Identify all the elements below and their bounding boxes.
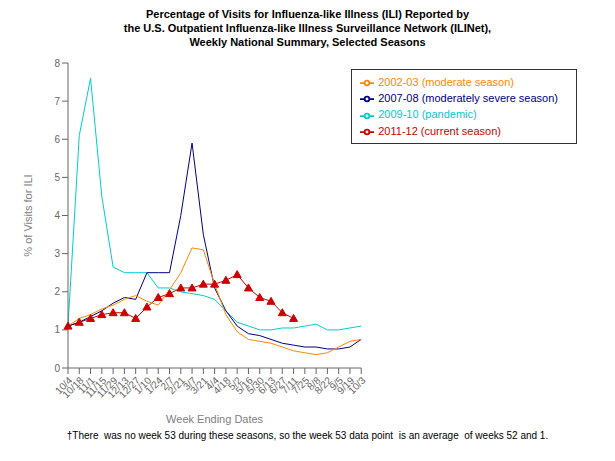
- svg-text:12/27: 12/27: [116, 374, 143, 401]
- html-text:Percentage of Visits for Influ: Percentage of Visits for Influenza-like …: [123, 8, 492, 48]
- svg-text:6/27: 6/27: [267, 374, 289, 397]
- html-text:2009-10 (pandemic): 2009-10 (pandemic): [378, 108, 477, 121]
- svg-text:% of Visits for ILI: % of Visits for ILI: [22, 175, 34, 257]
- svg-text:5/16: 5/16: [233, 374, 255, 397]
- svg-text:8/8: 8/8: [304, 374, 323, 393]
- svg-text:5/30: 5/30: [244, 374, 267, 397]
- svg-text:8: 8: [54, 58, 60, 69]
- svg-text:9/19: 9/19: [334, 374, 357, 397]
- svg-text:10/18: 10/18: [60, 374, 86, 401]
- svg-text:1/10: 1/10: [131, 374, 154, 397]
- svg-text:11/29: 11/29: [94, 374, 120, 400]
- svg-text:10/3: 10/3: [346, 375, 368, 397]
- svg-text:1/24: 1/24: [143, 374, 165, 397]
- svg-text:2/21: 2/21: [165, 374, 188, 397]
- svg-text:3: 3: [54, 248, 60, 259]
- svg-text:2: 2: [54, 287, 60, 298]
- svg-text:11/15: 11/15: [83, 374, 109, 400]
- svg-text:3/21: 3/21: [188, 374, 210, 397]
- svg-text:7/11: 7/11: [279, 374, 300, 396]
- svg-text:4/18: 4/18: [210, 374, 233, 397]
- html-text:2011-12 (current season): 2011-12 (current season): [378, 124, 501, 137]
- svg-text:5/2: 5/2: [226, 374, 244, 393]
- svg-text:Week Ending Dates: Week Ending Dates: [166, 413, 264, 425]
- svg-text:6/13: 6/13: [255, 374, 278, 397]
- html-text:2002-03 (moderate season): 2002-03 (moderate season): [378, 76, 514, 89]
- svg-text:4/4: 4/4: [203, 374, 222, 393]
- html-text:†There was no week 53 during t: †There was no week 53 during these seaso…: [66, 430, 549, 442]
- html-text:2007-08 (moderately severe sea: 2007-08 (moderately severe season): [378, 92, 558, 105]
- svg-text:5: 5: [54, 172, 60, 183]
- svg-text:12/13: 12/13: [105, 374, 131, 401]
- svg-text:2/7: 2/7: [158, 374, 176, 393]
- svg-text:11/1: 11/1: [76, 374, 97, 396]
- svg-text:3/7: 3/7: [180, 374, 199, 393]
- svg-text:0: 0: [54, 363, 60, 374]
- svg-text:8/22: 8/22: [312, 374, 334, 397]
- svg-text:9/5: 9/5: [327, 374, 346, 393]
- svg-text:10/4: 10/4: [52, 374, 75, 397]
- svg-text:7: 7: [54, 96, 60, 107]
- svg-text:6: 6: [54, 134, 60, 145]
- svg-text:4: 4: [54, 210, 60, 221]
- svg-text:7/25: 7/25: [289, 374, 312, 397]
- svg-text:1: 1: [54, 325, 60, 336]
